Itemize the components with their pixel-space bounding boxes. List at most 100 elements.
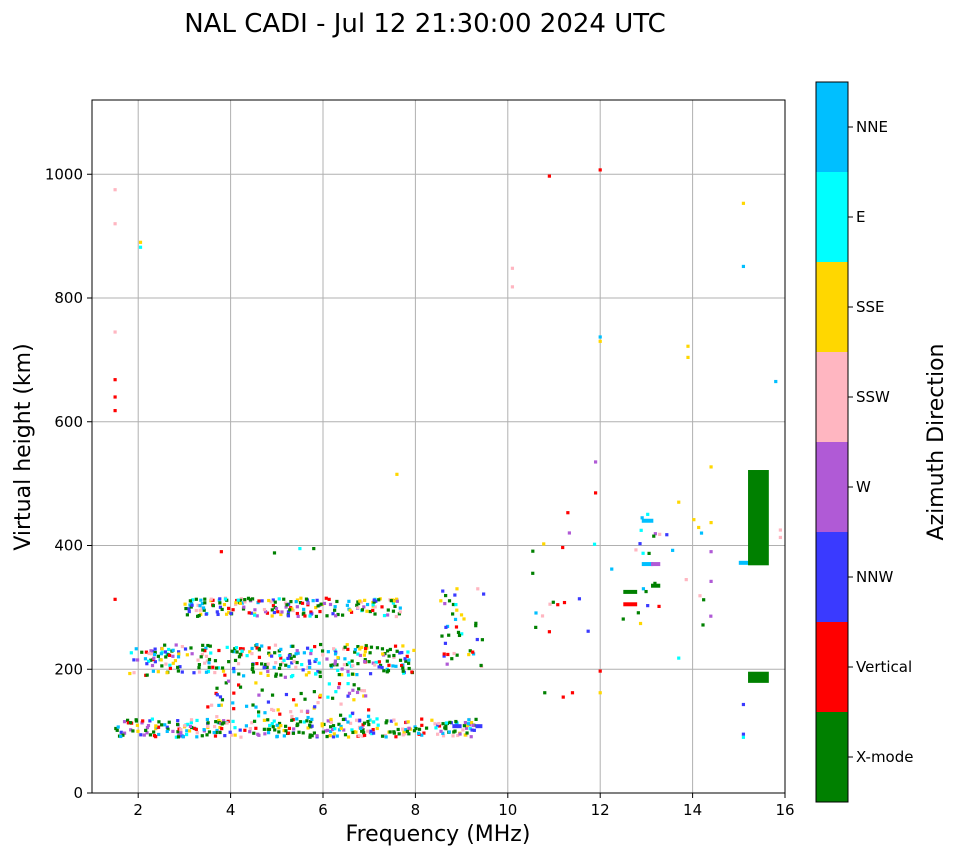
echo-point <box>207 665 211 669</box>
echo-point <box>277 721 282 726</box>
echo-point <box>196 614 200 618</box>
echo-point <box>322 722 326 727</box>
echo-point <box>543 691 547 695</box>
echo-point <box>256 710 261 714</box>
echo-point <box>203 601 207 605</box>
echo-point <box>198 604 202 608</box>
echo-point <box>290 718 294 722</box>
echo-point <box>236 598 240 602</box>
echo-point <box>531 549 535 553</box>
echo-point <box>380 665 384 670</box>
echo-point <box>135 658 140 662</box>
echo-point <box>122 731 127 735</box>
echo-point <box>207 661 211 665</box>
echo-point <box>430 718 434 722</box>
echo-point <box>207 657 212 662</box>
echo-point <box>189 718 194 722</box>
echo-point <box>225 721 229 725</box>
echo-point <box>345 662 349 667</box>
echo-point <box>168 666 173 671</box>
echo-point <box>257 714 261 718</box>
echo-point <box>296 723 300 727</box>
echo-point <box>327 682 331 686</box>
echo-point <box>337 728 342 732</box>
echo-point <box>420 733 424 737</box>
echo-point <box>385 659 389 663</box>
echo-bar <box>651 583 661 588</box>
echo-point <box>310 724 314 728</box>
echo-point <box>260 644 264 648</box>
echo-point <box>424 726 429 730</box>
echo-point <box>215 693 219 697</box>
echo-point <box>190 603 194 607</box>
echo-point <box>205 717 209 722</box>
echo-point <box>365 602 370 607</box>
echo-point <box>295 649 299 653</box>
echo-point <box>388 647 392 652</box>
echo-point <box>279 673 283 677</box>
echo-point <box>340 667 344 671</box>
echo-bar <box>623 602 638 607</box>
echo-point <box>447 730 451 734</box>
echo-point <box>283 601 288 605</box>
echo-point <box>266 718 270 722</box>
x-tick-label: 4 <box>226 801 236 819</box>
echo-point <box>348 721 353 725</box>
echo-point <box>290 661 294 665</box>
echo-bar <box>738 560 753 565</box>
echo-point <box>270 608 274 612</box>
echo-point <box>462 617 466 621</box>
echo-point <box>199 598 203 602</box>
echo-point <box>342 663 346 667</box>
echo-point <box>129 651 133 655</box>
echo-point <box>358 647 362 651</box>
echo-point <box>356 600 360 604</box>
echo-point <box>294 703 298 707</box>
echo-point <box>343 645 347 649</box>
echo-point <box>320 722 324 726</box>
echo-point <box>233 647 237 651</box>
echo-point <box>295 717 299 721</box>
echo-point <box>357 687 361 691</box>
echo-point <box>309 651 313 656</box>
echo-point <box>191 598 195 602</box>
echo-point <box>407 666 411 671</box>
echo-point <box>357 734 361 738</box>
echo-point <box>292 654 296 658</box>
echo-point <box>306 665 310 669</box>
echo-point <box>479 663 483 668</box>
echo-point <box>213 734 218 738</box>
echo-point <box>699 531 704 535</box>
echo-point <box>299 709 304 713</box>
echo-point <box>406 720 410 724</box>
echo-point <box>233 658 238 663</box>
echo-point <box>355 603 359 607</box>
echo-point <box>250 651 254 656</box>
echo-point <box>280 610 284 614</box>
echo-point <box>371 661 375 665</box>
echo-point <box>138 245 143 249</box>
echo-point <box>353 650 357 654</box>
echo-point <box>132 658 136 662</box>
echo-point <box>741 702 746 707</box>
echo-point <box>277 597 281 601</box>
echo-point <box>471 723 475 728</box>
echo-point <box>368 651 372 655</box>
echo-point <box>273 728 277 732</box>
echo-point <box>358 719 362 723</box>
echo-point <box>709 614 713 618</box>
echo-point <box>204 612 208 616</box>
echo-point <box>275 723 279 727</box>
echo-point <box>278 653 282 658</box>
echo-point <box>201 606 206 610</box>
echo-point <box>382 669 386 673</box>
echo-point <box>325 734 329 739</box>
colorbar-category-label: X-mode <box>856 748 913 766</box>
echo-point <box>375 726 379 731</box>
echo-point <box>187 609 191 614</box>
echo-point <box>212 730 216 735</box>
echo-point <box>285 603 289 607</box>
echo-point <box>254 705 258 709</box>
echo-point <box>404 659 408 663</box>
